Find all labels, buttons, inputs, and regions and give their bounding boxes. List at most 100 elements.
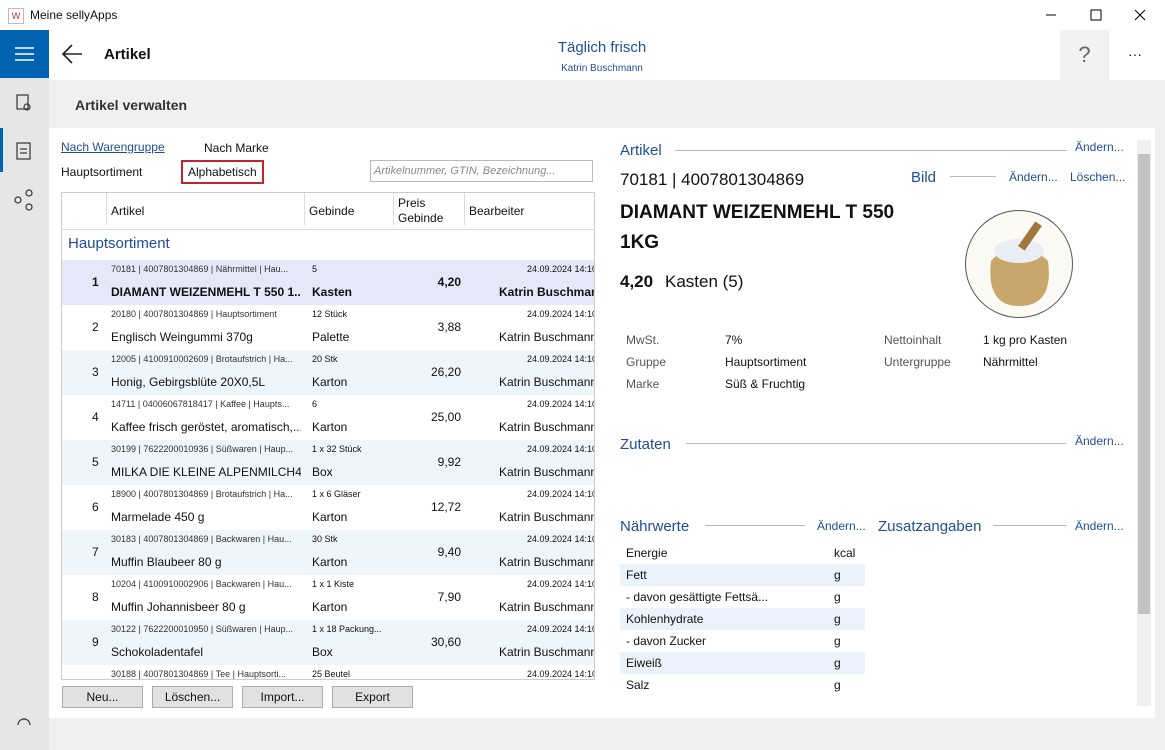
article-table: ArtikelGebindePreis GebindeBearbeiterHau… xyxy=(61,192,595,680)
page-title: Artikel verwalten xyxy=(75,97,187,113)
edit-link[interactable]: Ändern... xyxy=(1075,434,1124,448)
article-unit: Kasten (5) xyxy=(665,272,743,292)
row-editor: Katrin Buschmann xyxy=(499,600,594,614)
row-pack-info: 30 Stk xyxy=(312,534,338,544)
row-date: 24.09.2024 14:10 xyxy=(527,264,594,274)
row-meta: 10204 | 4100910002906 | Backwaren | Hau.… xyxy=(111,579,292,589)
table-row[interactable]: 930122 | 7622200010950 | Süßwaren | Haup… xyxy=(62,620,594,666)
table-row[interactable]: 530199 | 7622200010936 | Süßwaren | Haup… xyxy=(62,440,594,486)
section-rule xyxy=(950,176,996,177)
row-pack-info: 5 xyxy=(312,264,317,274)
nutrient-unit: g xyxy=(834,590,841,604)
row-price: 3,88 xyxy=(393,320,461,334)
row-pack-info: 25 Beutel xyxy=(312,669,350,679)
section-title: Nährwerte xyxy=(620,518,689,535)
row-date: 24.09.2024 14:10 xyxy=(527,669,594,679)
row-date: 24.09.2024 14:10 xyxy=(527,489,594,499)
filter[interactable]: Hauptsortiment xyxy=(61,165,142,179)
table-row[interactable]: 220180 | 4007801304869 | HauptsortimentE… xyxy=(62,305,594,351)
field-label: Gruppe xyxy=(626,355,666,369)
row-number: 1 xyxy=(92,275,99,289)
nutrient-unit: g xyxy=(834,656,841,670)
row-name: MILKA DIE KLEINE ALPENMILCH4... xyxy=(111,465,301,479)
row-pack-info: 1 x 32 Stück xyxy=(312,444,362,454)
section-title: Zutaten xyxy=(620,436,671,453)
row-name: Kaffee frisch geröstet, aromatisch,... xyxy=(111,420,301,434)
row-number: 4 xyxy=(92,410,99,424)
field-value: Süß & Fruchtig xyxy=(725,377,805,391)
row-meta: 30188 | 4007801304869 | Tee | Hauptsorti… xyxy=(111,669,286,679)
button[interactable]: Neu... xyxy=(62,686,143,708)
filter[interactable]: Alphabetisch xyxy=(181,160,264,184)
edit-link[interactable]: Ändern... xyxy=(817,519,866,533)
nutrient-unit: g xyxy=(834,634,841,648)
section-title: Artikel xyxy=(620,142,662,159)
nutrition-row xyxy=(620,674,865,696)
row-date: 24.09.2024 14:10 xyxy=(527,534,594,544)
column-header[interactable]: Artikel xyxy=(106,193,296,225)
product-image xyxy=(965,210,1073,318)
row-date: 24.09.2024 14:10 xyxy=(527,579,594,589)
delete-link[interactable]: Löschen... xyxy=(1070,170,1125,184)
table-row[interactable]: 810204 | 4100910002906 | Backwaren | Hau… xyxy=(62,575,594,621)
button[interactable]: Import... xyxy=(242,686,323,708)
more-button[interactable]: ··· xyxy=(1128,46,1142,62)
row-pack-info: 20 Stk xyxy=(312,354,338,364)
back-button[interactable] xyxy=(60,42,86,66)
row-name: Muffin Johannisbeer 80 g xyxy=(111,600,301,614)
table-row[interactable]: 1 70181 | 4007801304869 | Nährmittel | Ha… xyxy=(62,260,594,306)
table-row[interactable]: 618900 | 4007801304869 | Brotaufstrich |… xyxy=(62,485,594,531)
row-price: 9,40 xyxy=(393,545,461,559)
row-price: 26,20 xyxy=(393,365,461,379)
row-pack: Box xyxy=(312,465,333,479)
row-pack-info: 1 x 1 Kiste xyxy=(312,579,354,589)
table-row[interactable]: 30188 | 4007801304869 | Tee | Hauptsorti… xyxy=(62,665,594,680)
window-controls[interactable] xyxy=(1030,0,1165,30)
button[interactable]: Export xyxy=(332,686,413,708)
help-button[interactable]: ? xyxy=(1060,30,1109,80)
row-editor: Katrin Buschmann xyxy=(499,510,594,524)
nutrient-name: Eiweiß xyxy=(626,656,662,670)
nav-icons[interactable] xyxy=(0,85,49,725)
table-row[interactable]: 7 30183 | 4007801304869 | Backwaren | Hau… xyxy=(62,530,594,576)
row-meta: 70181 | 4007801304869 | Nährmittel | Hau… xyxy=(111,264,288,274)
menu-button[interactable] xyxy=(0,30,49,78)
row-number: 7 xyxy=(92,545,99,559)
column-header[interactable]: Preis Gebinde xyxy=(393,193,453,225)
tab[interactable]: Nach Warengruppe xyxy=(61,140,165,154)
row-price: 12,72 xyxy=(393,500,461,514)
field-label: Marke xyxy=(626,377,659,391)
scrollbar[interactable] xyxy=(1137,140,1151,706)
table-row[interactable]: 312005 | 4100910002609 | Brotaufstrich |… xyxy=(62,350,594,396)
column-header[interactable]: Bearbeiter xyxy=(464,193,584,225)
row-number: 2 xyxy=(92,320,99,334)
nutrient-name: Energie xyxy=(626,546,667,560)
store-name[interactable]: Täglich frisch xyxy=(502,39,702,56)
button[interactable]: Löschen... xyxy=(152,686,233,708)
row-meta: 12005 | 4100910002609 | Brotaufstrich | … xyxy=(111,354,293,364)
section-rule xyxy=(686,443,1066,444)
row-meta: 30183 | 4007801304869 | Backwaren | Hau.… xyxy=(111,534,292,544)
row-pack-info: 12 Stück xyxy=(312,309,347,319)
row-date: 24.09.2024 14:10 xyxy=(527,399,594,409)
row-editor: Katrin Buschmann xyxy=(499,555,594,569)
table-row[interactable]: 414711 | 04006067818417 | Kaffee | Haupt… xyxy=(62,395,594,441)
edit-link[interactable]: Ändern... xyxy=(1009,170,1058,184)
edit-link[interactable]: Ändern... xyxy=(1075,140,1124,154)
field-value: Hauptsortiment xyxy=(725,355,806,369)
row-editor: Katrin Buschmann xyxy=(499,420,594,434)
nutrient-name: - davon Zucker xyxy=(626,634,706,648)
field-label: Untergruppe xyxy=(884,355,951,369)
row-number: 9 xyxy=(92,635,99,649)
edit-link[interactable]: Ändern... xyxy=(1075,519,1124,533)
row-pack-info: 1 x 6 Gläser xyxy=(312,489,361,499)
tab[interactable]: Nach Marke xyxy=(204,141,269,155)
row-name: Muffin Blaubeer 80 g xyxy=(111,555,301,569)
search-box[interactable]: Artikelnummer, GTIN, Bezeichnung... xyxy=(370,160,593,182)
row-pack-info: 1 x 18 Packung... xyxy=(312,624,382,634)
row-number: 5 xyxy=(92,455,99,469)
row-pack: Karton xyxy=(312,555,347,569)
column-header[interactable]: Gebinde xyxy=(304,193,384,225)
row-pack: Karton xyxy=(312,420,347,434)
